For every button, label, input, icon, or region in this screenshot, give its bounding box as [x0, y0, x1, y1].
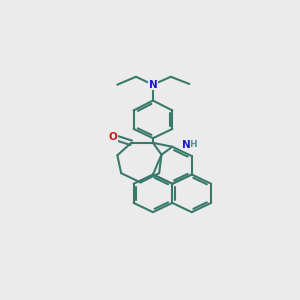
Text: N: N — [148, 80, 157, 90]
Text: H: H — [189, 140, 196, 149]
Text: N: N — [182, 140, 190, 150]
Text: O: O — [108, 132, 117, 142]
